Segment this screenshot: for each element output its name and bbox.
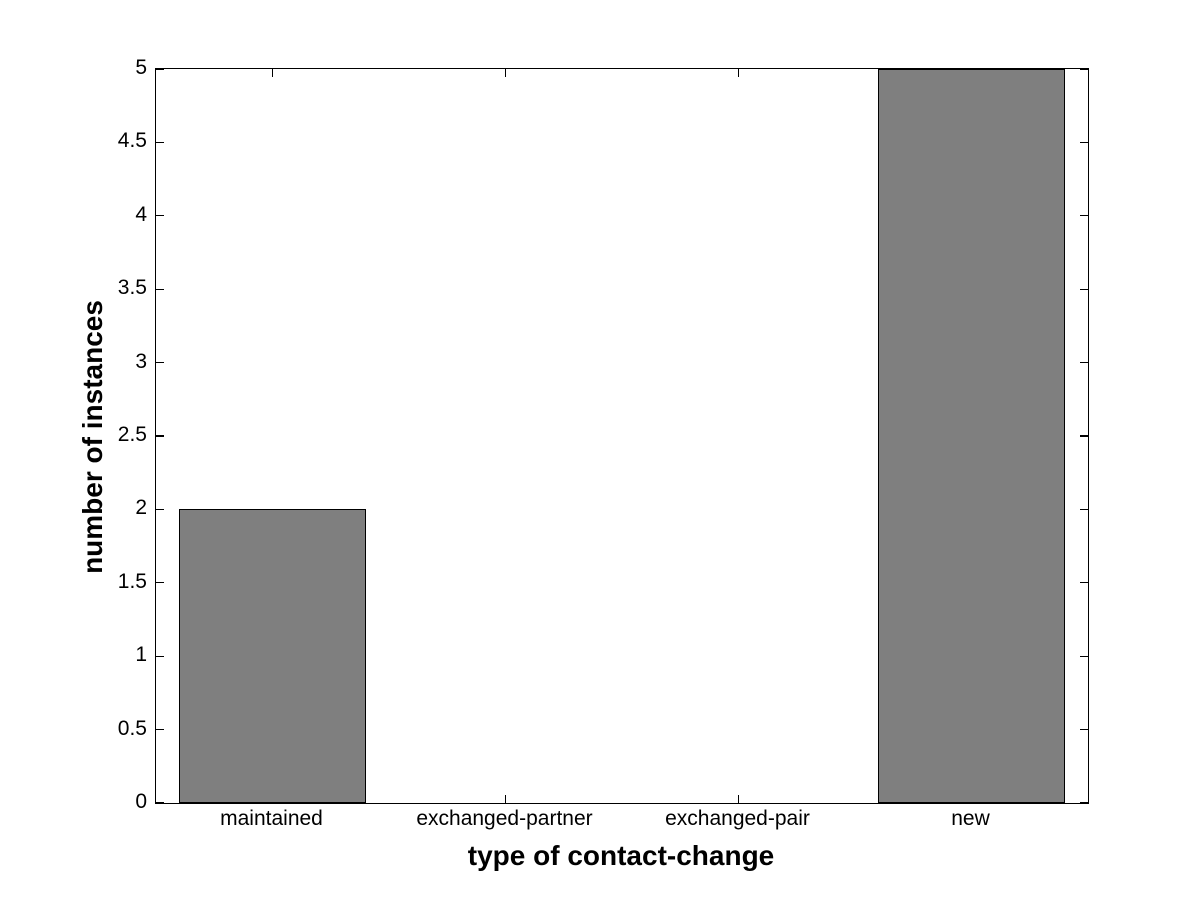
y-tick-label: 5 [135,56,147,79]
bar-maintained [179,509,366,803]
y-tick-right [1080,728,1088,731]
plot-area [155,68,1089,804]
y-tick-label: 0.5 [117,716,147,740]
y-tick-label: 3.5 [117,276,147,300]
y-tick-right [1080,141,1088,144]
y-tick-label: 1 [135,643,147,667]
y-tick-left [156,582,164,584]
x-tick-label-exchanged-pair: exchanged-pair [665,807,810,830]
y-tick-right [1080,68,1088,70]
y-tick-left [156,802,164,804]
y-tick-left [156,361,164,364]
y-tick-right [1080,435,1088,437]
y-tick-right [1080,361,1088,364]
x-axis-label: type of contact-change [467,840,775,871]
y-tick-left [156,141,164,144]
x-tick-top [271,69,274,77]
x-tick-label-maintained: maintained [220,807,323,830]
y-tick-label: 2.5 [117,423,147,446]
y-tick-right [1080,288,1088,290]
x-tick-bottom [737,795,740,803]
y-tick-label: 3 [135,349,147,373]
x-tick-label-exchanged-partner: exchanged-partner [416,807,593,830]
y-tick-right [1080,802,1088,804]
y-tick-right [1080,508,1088,511]
y-tick-left [156,728,164,731]
y-tick-label: 2 [135,496,147,520]
x-tick-top [737,69,740,77]
y-tick-label: 4.5 [117,129,147,153]
y-tick-left [156,655,164,657]
bar-new [878,69,1065,803]
y-tick-left [156,288,164,290]
x-tick-top [504,69,507,77]
x-tick-bottom [504,795,507,803]
x-tick-label-new: new [951,807,990,830]
y-tick-label: 1.5 [117,569,147,593]
y-tick-label: 4 [135,202,147,226]
y-tick-right [1080,582,1088,584]
y-tick-label: 0 [135,790,147,813]
y-tick-left [156,68,164,70]
y-tick-right [1080,655,1088,657]
y-tick-left [156,435,164,437]
y-tick-right [1080,215,1088,217]
y-tick-left [156,215,164,217]
y-tick-left [156,508,164,511]
